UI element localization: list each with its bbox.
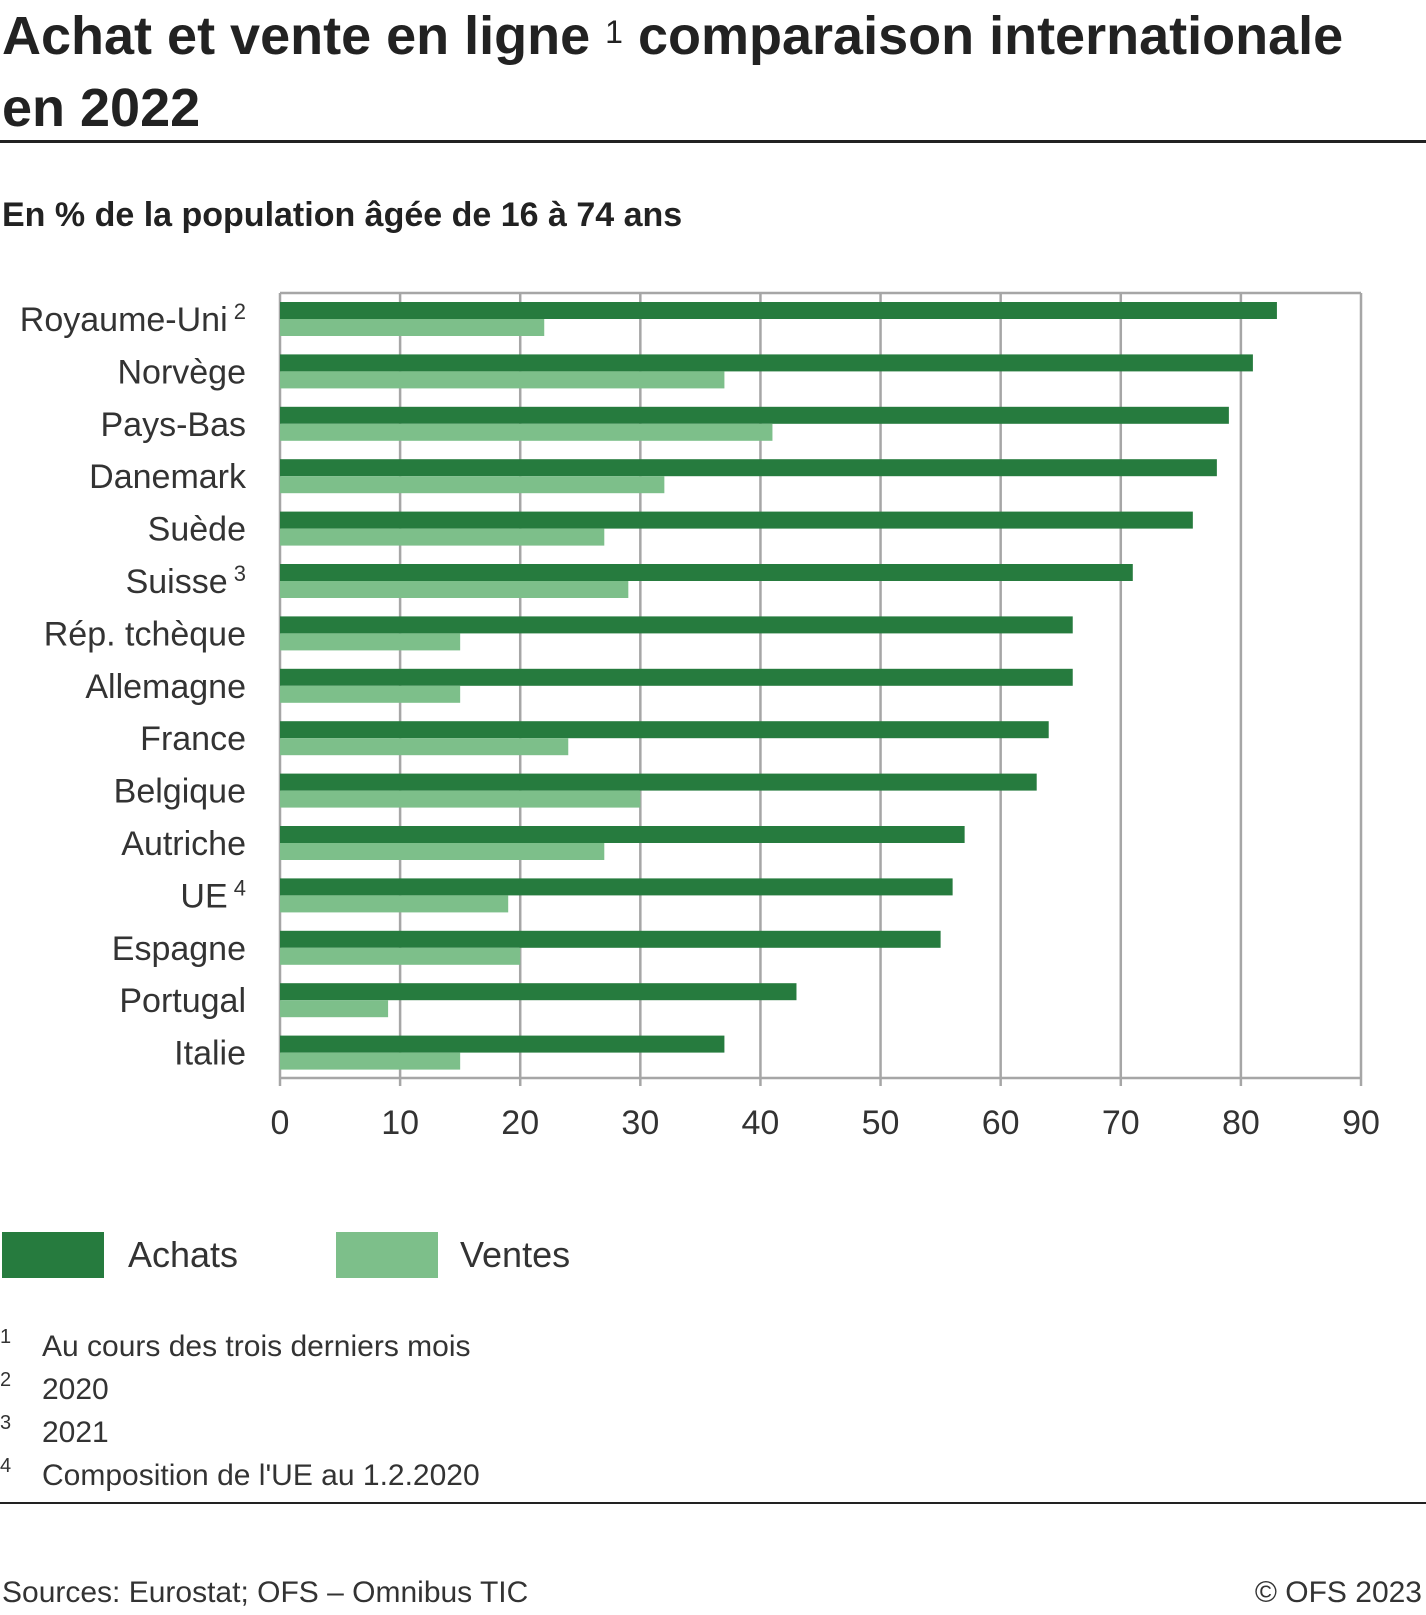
category-name: Espagne [112, 930, 246, 968]
bar-ventes [280, 947, 521, 965]
category-name: Pays-Bas [101, 406, 247, 444]
bar-ventes [280, 423, 773, 441]
bar-achats [280, 459, 1217, 477]
category-name: Royaume-Uni [20, 301, 228, 339]
bar-ventes [280, 633, 461, 651]
x-tick-label: 0 [271, 1104, 290, 1142]
category-label: Suisse 3 [126, 561, 246, 601]
bar-ventes [280, 371, 725, 389]
bar-achats [280, 983, 797, 1001]
bar-ventes [280, 738, 569, 756]
x-tick-label: 30 [621, 1104, 659, 1142]
footnote-text: Au cours des trois derniers mois [42, 1330, 471, 1363]
bar-achats [280, 668, 1073, 686]
bar-achats [280, 564, 1133, 581]
category-name: Norvège [117, 353, 246, 391]
title-footnote-ref: 1 [605, 14, 623, 50]
title-part1: Achat et vente en ligne [2, 6, 591, 66]
category-label: Danemark [89, 458, 247, 496]
bar-ventes [280, 843, 605, 860]
category-label: UE 4 [180, 875, 246, 915]
bar-ventes [280, 895, 509, 913]
category-label: Suède [148, 511, 246, 549]
x-tick-label: 10 [381, 1104, 419, 1142]
x-tick-label: 70 [1102, 1104, 1140, 1142]
source-note: Sources: Eurostat; OFS – Omnibus TIC [2, 1576, 529, 1609]
bar-ventes [280, 528, 605, 546]
title-part2: comparaison internationale en 2022 [2, 6, 1344, 138]
footnote-number: 3 [0, 1412, 12, 1434]
bar-ventes [280, 476, 665, 494]
header-divider [0, 140, 1426, 143]
footnote-text: 2020 [42, 1373, 109, 1406]
bar-achats [280, 1035, 725, 1053]
category-name: Autriche [121, 825, 246, 863]
x-tick-label: 60 [982, 1104, 1020, 1142]
bar-achats [280, 511, 1193, 529]
bar-ventes [280, 581, 629, 598]
chart-subtitle: En % de la population âgée de 16 à 74 an… [2, 196, 683, 234]
category-name: Allemagne [85, 668, 246, 706]
category-name: Belgique [114, 773, 246, 811]
footnote-number: 4 [0, 1455, 12, 1477]
legend-label-ventes: Ventes [460, 1234, 571, 1275]
category-label: Italie [174, 1035, 246, 1073]
x-tick-label: 90 [1342, 1104, 1380, 1142]
bar-ventes [280, 1052, 461, 1070]
category-name: Italie [174, 1035, 246, 1073]
category-label: Allemagne [85, 668, 246, 706]
bar-achats [280, 406, 1229, 424]
legend-label-achats: Achats [128, 1234, 239, 1275]
category-name: Suède [148, 511, 246, 549]
category-label: France [140, 720, 246, 758]
category-label: Autriche [121, 825, 246, 863]
bar-achats [280, 721, 1049, 739]
category-name: UE [180, 877, 227, 915]
footer-divider [0, 1502, 1426, 1504]
x-tick-label: 50 [862, 1104, 900, 1142]
category-footnote-ref: 2 [228, 299, 246, 324]
category-footnote-ref: 3 [228, 561, 246, 586]
category-name: Rép. tchèque [44, 615, 246, 653]
category-label: Portugal [119, 982, 246, 1020]
bar-ventes [280, 319, 545, 336]
bar-achats [280, 930, 941, 948]
footnote-number: 2 [0, 1369, 12, 1391]
category-label: Pays-Bas [101, 406, 247, 444]
footnote-text: Composition de l'UE au 1.2.2020 [42, 1459, 480, 1492]
bar-achats [280, 773, 1037, 791]
bar-ventes [280, 1000, 389, 1018]
category-label: Rép. tchèque [44, 615, 246, 653]
x-tick-label: 80 [1222, 1104, 1260, 1142]
category-label: Royaume-Uni 2 [20, 299, 246, 339]
category-label: Belgique [114, 773, 246, 811]
category-name: Suisse [126, 563, 228, 601]
category-name: Portugal [119, 982, 246, 1020]
x-tick-label: 40 [742, 1104, 780, 1142]
category-name: Danemark [89, 458, 247, 496]
category-label: Espagne [112, 930, 246, 968]
bar-achats [280, 616, 1073, 634]
category-label: Norvège [117, 353, 246, 391]
legend-swatch-achats [2, 1232, 104, 1278]
copyright: © OFS 2023 [1254, 1576, 1422, 1609]
bar-achats [280, 878, 953, 896]
category-name: France [140, 720, 246, 758]
bar-achats [280, 302, 1277, 319]
footnote-number: 1 [0, 1326, 12, 1348]
chart-title: Achat et vente en ligne 1 comparaison in… [2, 0, 1402, 144]
bar-chart: 0 10 20 30 40 50 60 70 80 90 Royaume-Uni 2 Norvège P… [20, 291, 1380, 1142]
bar-achats [280, 826, 965, 843]
bar-ventes [280, 790, 641, 808]
footnote-text: 2021 [42, 1416, 109, 1449]
bar-achats [280, 354, 1253, 372]
legend-swatch-ventes [336, 1232, 438, 1278]
category-footnote-ref: 4 [228, 875, 246, 900]
x-tick-label: 20 [501, 1104, 539, 1142]
bar-ventes [280, 685, 461, 703]
